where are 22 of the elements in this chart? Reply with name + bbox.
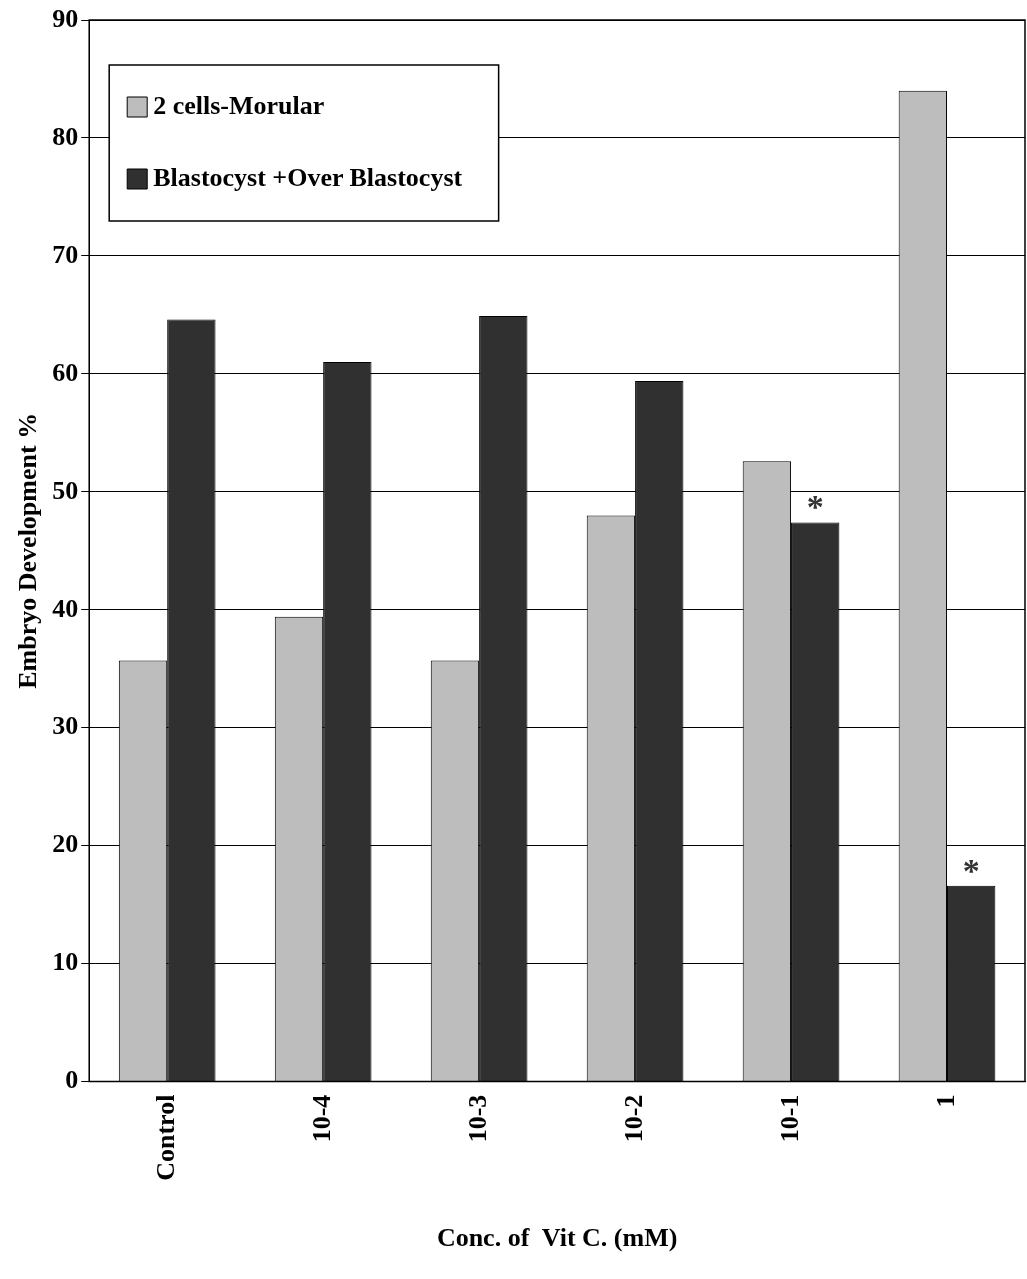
x-tick-label: 10-1 <box>774 1094 804 1143</box>
x-tick-label: 10-3 <box>462 1094 492 1143</box>
y-tick-label: 40 <box>52 593 79 623</box>
legend-label: 2 cells-Morular <box>153 90 325 120</box>
y-tick-label: 80 <box>52 121 79 151</box>
y-tick-label: 50 <box>52 475 79 505</box>
annotation: * <box>962 851 980 889</box>
x-tick-label: Control <box>150 1094 180 1181</box>
x-tick-label: 1 <box>930 1094 960 1108</box>
x-tick-label: 10-2 <box>618 1094 648 1143</box>
y-tick-label: 30 <box>52 711 79 741</box>
y-tick-label: 70 <box>52 239 79 269</box>
x-tick-label: 10-4 <box>306 1094 336 1143</box>
annotation: * <box>806 488 824 526</box>
y-tick-label: 90 <box>52 3 79 33</box>
y-tick-label: 20 <box>52 829 79 859</box>
y-axis-title: Embryo Development % <box>13 412 43 689</box>
y-tick-label: 10 <box>52 947 79 977</box>
y-tick-label: 0 <box>65 1065 79 1095</box>
legend-label: Blastocyst +Over Blastocyst <box>153 162 463 192</box>
y-tick-label: 60 <box>52 357 79 387</box>
x-axis-title: Conc. of Vit C. (mM) <box>436 1223 678 1253</box>
